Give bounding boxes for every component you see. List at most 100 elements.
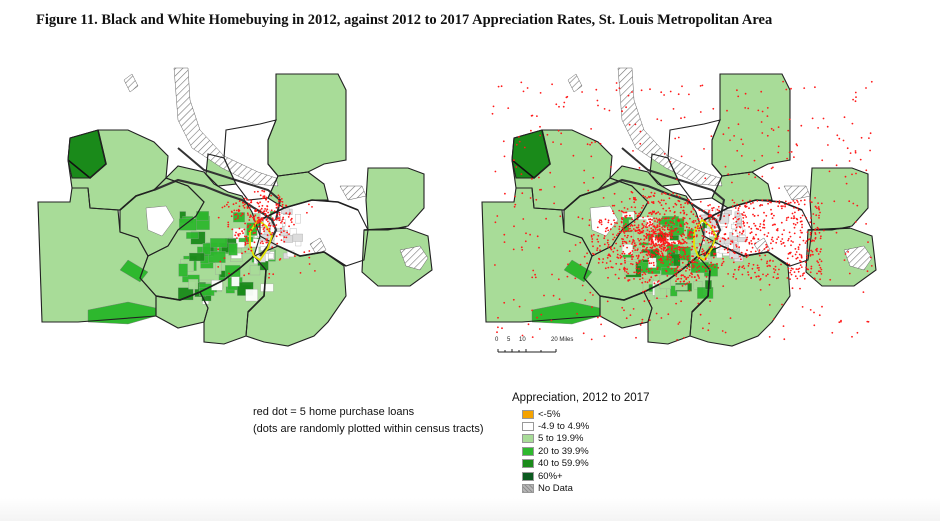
loan-dot — [742, 217, 745, 219]
loan-dot — [661, 248, 663, 250]
loan-dot — [687, 276, 689, 279]
loan-dot — [293, 223, 295, 226]
loan-dot — [621, 306, 624, 309]
loan-dot — [256, 217, 259, 219]
loan-dot — [639, 142, 642, 145]
loan-dot — [679, 211, 682, 214]
county-far-east — [365, 167, 425, 231]
loan-dot — [278, 259, 281, 261]
loan-dot — [583, 255, 586, 258]
loan-dot — [671, 261, 674, 263]
loan-dot — [271, 217, 274, 220]
loan-dot — [817, 202, 819, 205]
loan-dot — [665, 270, 668, 273]
loan-dot — [622, 238, 624, 241]
loan-dot — [286, 231, 288, 234]
loan-dot — [677, 231, 679, 233]
loan-dot — [627, 234, 629, 237]
loan-dot — [636, 262, 639, 265]
loan-dot — [843, 259, 846, 261]
loan-dot — [692, 255, 694, 258]
loan-dot — [253, 218, 255, 221]
loan-dot — [254, 214, 257, 217]
loan-dot — [793, 206, 795, 209]
loan-dot — [733, 201, 736, 204]
loan-dot — [277, 200, 280, 202]
loan-dot — [634, 230, 637, 233]
loan-dot — [689, 236, 691, 239]
loan-dot — [275, 224, 278, 226]
loan-dot — [799, 264, 802, 266]
loan-dot — [267, 200, 270, 203]
loan-dot — [789, 278, 791, 280]
loan-dot — [596, 247, 599, 250]
loan-dot — [801, 223, 803, 226]
loan-dot — [540, 188, 542, 191]
loan-dot — [772, 276, 775, 279]
loan-dot — [596, 238, 599, 241]
loan-dot — [288, 225, 290, 228]
county-north-small-outline — [649, 153, 681, 187]
loan-dot — [800, 254, 803, 257]
loan-dot — [714, 218, 717, 221]
loan-dot — [736, 149, 739, 152]
loan-dot — [806, 248, 809, 251]
loan-dot — [549, 171, 552, 174]
loan-dot — [767, 249, 769, 252]
loan-dot — [648, 236, 651, 239]
loan-dot — [818, 231, 821, 234]
loan-dot — [648, 238, 651, 240]
loan-dot — [685, 236, 687, 239]
tract — [621, 244, 633, 255]
loan-dot — [592, 294, 594, 296]
loan-dot — [662, 238, 665, 241]
loan-dot — [640, 269, 643, 271]
loan-dot — [800, 199, 802, 202]
loan-dot — [613, 247, 616, 250]
loan-dot — [710, 265, 713, 267]
loan-dot — [750, 240, 753, 242]
loan-dot — [708, 322, 710, 325]
loan-dot — [797, 209, 800, 212]
loan-dot — [665, 235, 667, 238]
loan-dot — [667, 244, 670, 247]
loan-dot — [277, 203, 280, 206]
loan-dot — [652, 261, 655, 264]
loan-dot — [699, 313, 702, 316]
loan-dot — [581, 284, 584, 287]
loan-dot — [794, 275, 797, 278]
loan-dot — [247, 272, 250, 275]
loan-dot — [688, 231, 691, 233]
loan-dot — [272, 225, 275, 227]
loan-dot — [642, 225, 645, 227]
loan-dot — [763, 248, 766, 250]
loan-dot — [632, 150, 634, 152]
loan-dot — [682, 248, 685, 251]
loan-dot — [621, 240, 624, 243]
loan-dot — [761, 132, 764, 134]
loan-dot — [713, 246, 716, 249]
loan-dot — [664, 223, 667, 225]
tract — [178, 263, 188, 277]
loan-dot — [835, 164, 838, 167]
loan-dot — [657, 211, 660, 214]
loan-dot — [743, 267, 746, 270]
loan-dot — [662, 255, 665, 258]
loan-dot — [698, 265, 701, 268]
loan-dot — [621, 226, 624, 229]
loan-dot — [669, 258, 672, 261]
loan-dot — [756, 267, 759, 269]
loan-dot — [536, 316, 538, 319]
loan-dot — [773, 214, 775, 217]
loan-dot — [848, 200, 851, 203]
loan-dot — [644, 196, 646, 198]
loan-dot — [662, 228, 664, 231]
loan-dot — [252, 216, 254, 219]
loan-dot — [698, 209, 701, 212]
legend-item-flat: -4.9 to 4.9% — [522, 420, 649, 432]
loan-dot — [223, 205, 226, 208]
loan-dot — [780, 221, 783, 224]
loan-dot — [674, 202, 677, 205]
loan-dot — [729, 139, 731, 142]
loan-dot — [673, 211, 676, 213]
